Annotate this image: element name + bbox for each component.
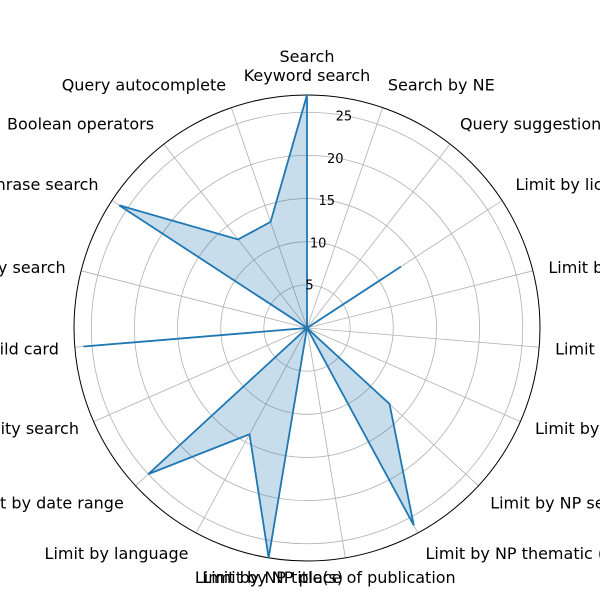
grid-spoke	[93, 327, 308, 422]
series-line	[83, 94, 415, 558]
r-tick-label: 25	[336, 110, 353, 125]
category-label: Wild card	[0, 340, 59, 359]
category-label: Proximity search	[0, 419, 79, 438]
r-tick-label: 10	[310, 236, 327, 251]
category-label: Fuzzy search	[0, 258, 66, 277]
grid-spoke	[195, 327, 308, 534]
category-label: Limit by language	[45, 544, 189, 563]
category-label: Limit by archival l	[548, 258, 600, 277]
chart-title: Search	[280, 47, 335, 66]
category-label: Limit by NP segments	[490, 494, 600, 513]
series-layer	[83, 94, 415, 558]
category-label: Query autocomplete	[62, 75, 226, 94]
series-area	[83, 95, 414, 558]
category-label: Phrase search	[0, 175, 99, 194]
category-label: Boolean operators	[7, 115, 154, 134]
category-label: Limit by date range	[0, 494, 124, 513]
grid-spoke	[81, 270, 308, 329]
category-label: Keyword search	[244, 66, 371, 85]
grid-spoke	[306, 270, 533, 329]
grid-spoke	[306, 327, 540, 348]
grid-spoke	[306, 327, 521, 422]
r-tick-label: 20	[327, 152, 344, 167]
category-label: Limit by NP thematic (from metadata)	[426, 544, 600, 563]
category-label: Limit by article cate	[535, 419, 600, 438]
category-label: Limit by NP place of publication	[202, 568, 455, 587]
category-label: Limit by article l	[555, 340, 600, 359]
category-label: Limit by license	[515, 175, 600, 194]
grid-spoke	[306, 327, 346, 558]
grid-spoke	[230, 107, 308, 329]
category-label: Limit by NP title(s)	[195, 568, 343, 587]
grid-spoke	[306, 107, 384, 329]
r-tick-label: 5	[305, 279, 313, 294]
category-label: Search by NE	[388, 75, 495, 94]
grid-spoke	[306, 143, 451, 329]
grid-spoke	[163, 143, 308, 329]
r-tick-label: 15	[318, 194, 335, 209]
category-label: Query suggestion	[460, 115, 600, 134]
label-layer: 5 10 15 20 25 Keyword search Search by NE Query…	[0, 66, 600, 587]
